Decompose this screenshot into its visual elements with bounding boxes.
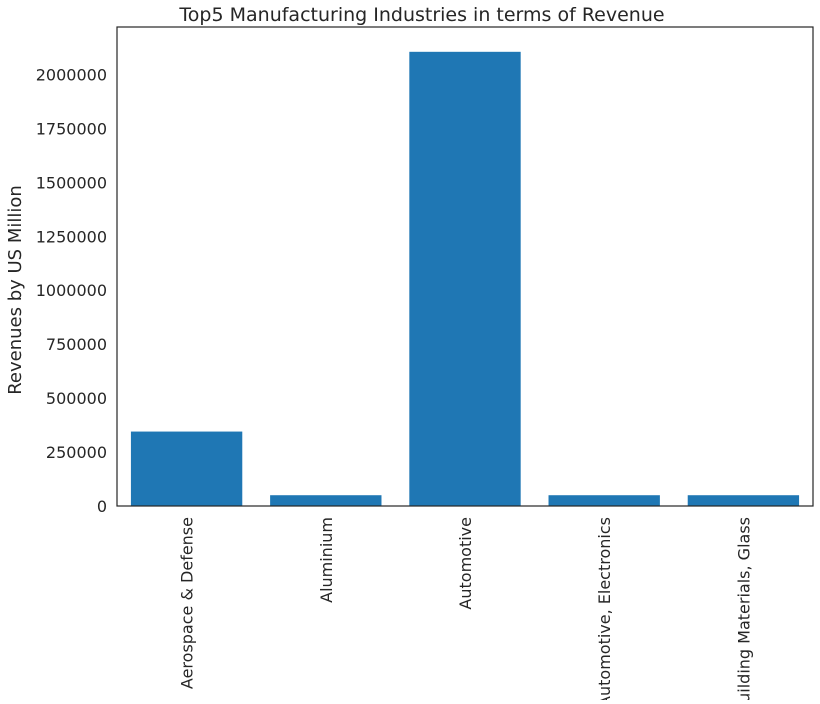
y-tick-label: 250000 <box>46 443 107 462</box>
bar-2 <box>409 51 521 507</box>
y-axis-label: Revenues by US Million <box>5 185 26 395</box>
x-tick-label: Aluminium <box>317 517 336 603</box>
bar-1 <box>270 495 382 506</box>
x-axis-ticks: Aerospace & Defense Aluminium Automotive Au… <box>178 517 754 704</box>
plot-frame <box>116 26 814 507</box>
y-tick-label: 0 <box>97 497 107 516</box>
x-tick-label: Automotive <box>456 517 475 610</box>
y-tick-label: 750000 <box>46 335 107 354</box>
bar-3 <box>548 495 660 506</box>
y-tick-label: 500000 <box>46 389 107 408</box>
chart-title: Top5 Manufacturing Industries in terms o… <box>178 4 664 26</box>
bars-layer <box>130 51 800 507</box>
x-tick-label: Aerospace & Defense <box>178 517 197 689</box>
y-tick-label: 1250000 <box>36 227 107 246</box>
y-tick-label: 1000000 <box>36 281 107 300</box>
x-tick-label: Automotive, Electronics <box>595 517 614 700</box>
y-tick-label: 1500000 <box>36 173 107 192</box>
y-axis-ticks: 0 250000 500000 750000 1000000 1250000 1500000… <box>36 65 107 516</box>
x-tick-label: Building Materials, Glass <box>734 517 753 700</box>
bar-4 <box>687 495 800 506</box>
y-tick-label: 2000000 <box>36 65 107 84</box>
bar-0 <box>130 431 243 506</box>
y-tick-label: 1750000 <box>36 119 107 138</box>
